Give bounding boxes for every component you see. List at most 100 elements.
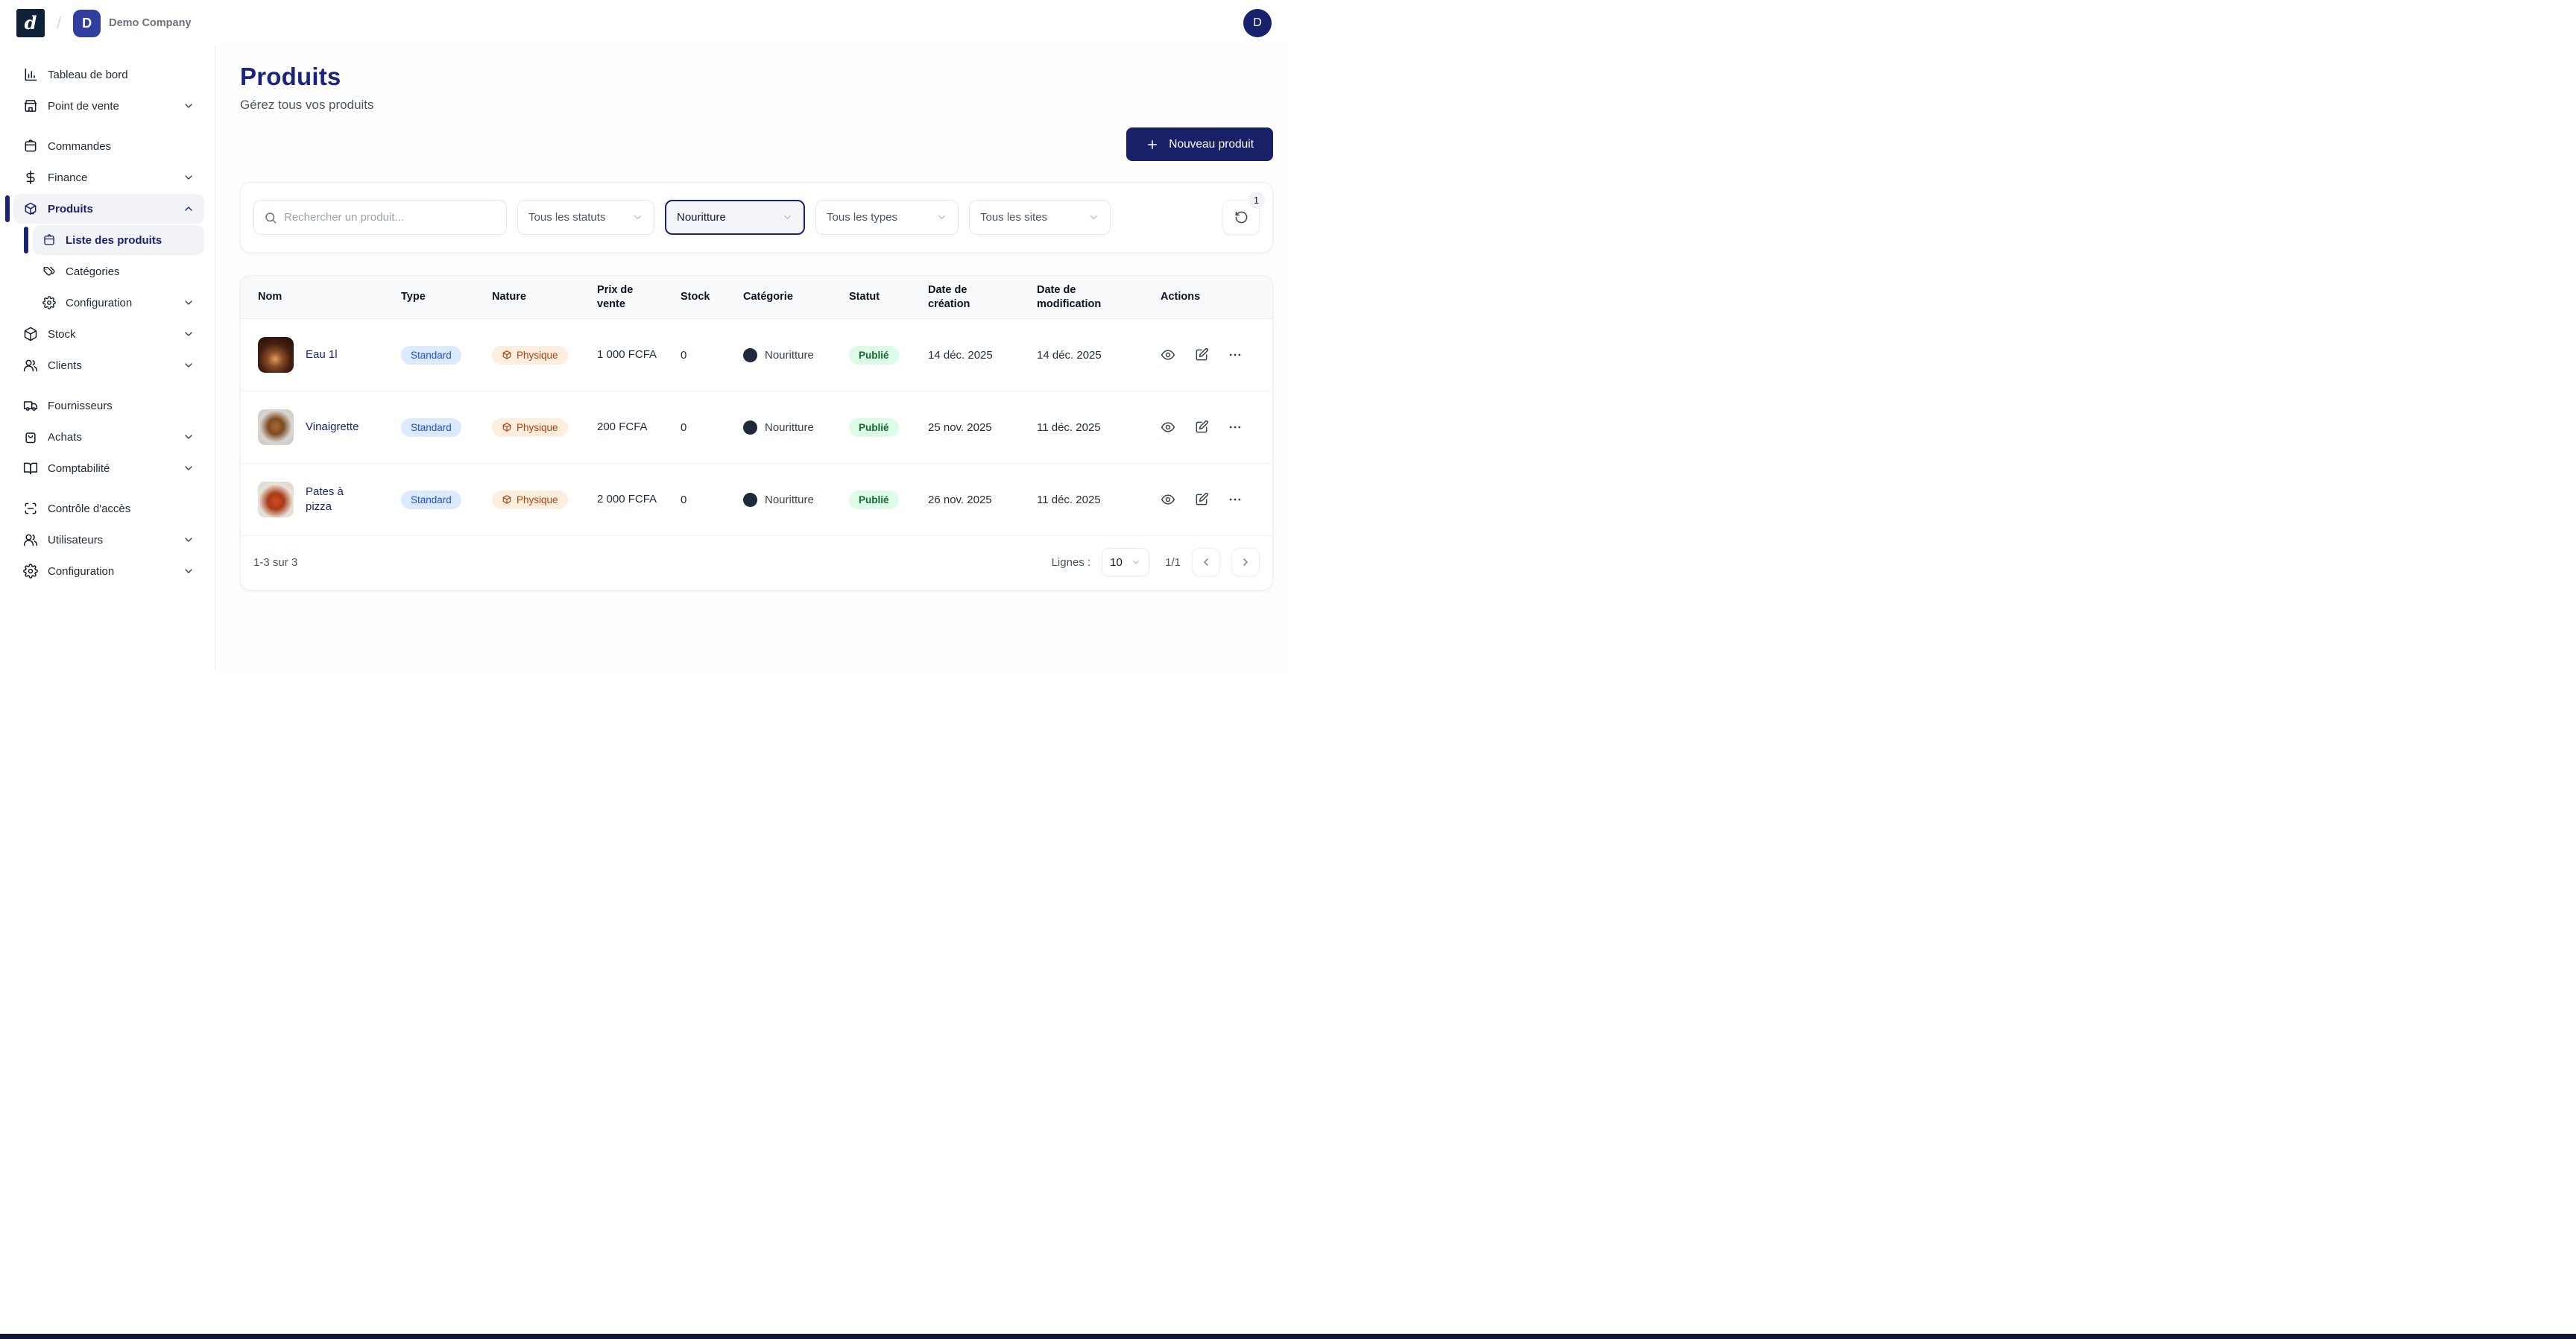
stock-value: 0 xyxy=(681,420,687,434)
sidebar-item-comptabilite[interactable]: Comptabilité xyxy=(13,453,204,483)
sidebar-item-liste-des-produits[interactable]: Liste des produits xyxy=(24,225,204,255)
product-image[interactable] xyxy=(258,409,294,445)
modified-date: 11 déc. 2025 xyxy=(1037,420,1101,434)
sidebar-item-stock[interactable]: Stock xyxy=(13,319,204,349)
type-filter-select[interactable]: Tous les types xyxy=(815,200,959,235)
sidebar-item-label: Configuration xyxy=(66,296,133,309)
product-image[interactable] xyxy=(258,482,294,517)
table-footer: 1-3 sur 3 Lignes : 10 1/1 xyxy=(241,536,1272,590)
sidebar-item-commandes[interactable]: Commandes xyxy=(13,131,204,161)
dollar-icon xyxy=(26,170,35,185)
sidebar-item-fournisseurs[interactable]: Fournisseurs xyxy=(13,391,204,420)
type-badge: Standard xyxy=(401,418,461,437)
column-header-nom: Nom xyxy=(258,291,282,303)
view-icon[interactable] xyxy=(1161,420,1175,435)
created-date: 26 nov. 2025 xyxy=(928,493,992,506)
product-name-link[interactable]: Eau 1l xyxy=(306,347,338,361)
sidebar-item-controle-dacces[interactable]: Contrôle d'accès xyxy=(13,494,204,523)
sidebar-item-label: Clients xyxy=(48,359,82,372)
column-header-date-modification: Date de modification xyxy=(1037,284,1102,310)
column-header-type: Type xyxy=(401,291,426,303)
edit-icon[interactable] xyxy=(1194,492,1209,507)
sidebar-item-clients[interactable]: Clients xyxy=(13,350,204,380)
gear-icon xyxy=(23,564,38,579)
user-avatar[interactable]: D xyxy=(1243,9,1272,37)
new-product-button[interactable]: Nouveau produit xyxy=(1126,127,1273,161)
orders-box-icon xyxy=(25,139,37,152)
sidebar-item-label: Point de vente xyxy=(48,99,119,113)
nature-badge: Physique xyxy=(492,490,568,509)
chevron-down-icon xyxy=(938,215,945,219)
breadcrumb-separator: / xyxy=(57,13,62,32)
sidebar-item-label: Configuration xyxy=(48,564,115,578)
more-actions-icon[interactable] xyxy=(1228,420,1243,435)
view-icon[interactable] xyxy=(1161,492,1175,507)
previous-page-button[interactable] xyxy=(1192,548,1220,576)
more-actions-icon[interactable] xyxy=(1228,347,1243,362)
chevron-down-icon xyxy=(185,466,192,470)
sidebar-item-configuration[interactable]: Configuration xyxy=(13,556,204,586)
stock-value: 0 xyxy=(681,348,687,362)
chevron-down-icon xyxy=(185,175,192,180)
column-header-stock: Stock xyxy=(681,291,710,303)
product-name-link[interactable]: Vinaigrette xyxy=(306,420,359,433)
sidebar-item-label: Catégories xyxy=(66,265,120,278)
company-name[interactable]: Demo Company xyxy=(109,17,192,29)
type-filter-value: Tous les types xyxy=(827,211,898,224)
chevron-down-icon xyxy=(185,332,192,336)
chevron-up-icon xyxy=(185,207,192,211)
category-color-dot xyxy=(743,420,757,435)
pagination-range: 1-3 sur 3 xyxy=(253,555,298,569)
category-filter-select[interactable]: Nouritture xyxy=(665,200,805,235)
price-value: 200 FCFA xyxy=(597,420,648,433)
price-value: 2 000 FCFA xyxy=(597,492,657,505)
product-name-link[interactable]: Pates à pizza xyxy=(306,485,344,513)
sidebar-item-produits[interactable]: Produits xyxy=(5,194,204,224)
edit-icon[interactable] xyxy=(1194,420,1209,435)
status-filter-select[interactable]: Tous les statuts xyxy=(517,200,654,235)
site-filter-select[interactable]: Tous les sites xyxy=(969,200,1111,235)
reset-filters-button[interactable] xyxy=(1222,200,1260,235)
sidebar-item-utilisateurs[interactable]: Utilisateurs xyxy=(13,525,204,555)
next-page-button[interactable] xyxy=(1231,548,1260,576)
app-logo[interactable]: d xyxy=(16,9,45,37)
tags-icon xyxy=(43,266,55,276)
column-header-statut: Statut xyxy=(849,291,880,303)
sidebar-item-point-de-vente[interactable]: Point de vente xyxy=(13,91,204,121)
gear-icon xyxy=(42,296,56,309)
shopping-bag-icon xyxy=(25,432,36,444)
category-value: Nouritture xyxy=(765,493,814,506)
rows-per-page-select[interactable]: 10 xyxy=(1102,548,1150,576)
edit-icon[interactable] xyxy=(1194,347,1209,362)
chevron-left-icon xyxy=(1204,558,1208,566)
search-input[interactable] xyxy=(284,211,496,224)
plus-icon xyxy=(1148,139,1158,149)
product-image[interactable] xyxy=(258,337,294,373)
user-avatar-letter: D xyxy=(1253,16,1262,29)
top-header: d / D Demo Company D xyxy=(0,0,1288,46)
modified-date: 14 déc. 2025 xyxy=(1037,348,1102,362)
sidebar-item-categories[interactable]: Catégories xyxy=(33,256,204,286)
nature-badge: Physique xyxy=(492,345,568,365)
nature-badge: Physique xyxy=(492,418,568,437)
users-icon xyxy=(23,359,38,372)
chevron-down-icon xyxy=(185,104,192,108)
status-badge: Publié xyxy=(849,418,899,437)
package-check-icon xyxy=(25,202,37,215)
sidebar-item-finance[interactable]: Finance xyxy=(13,163,204,192)
app-logo-letter: d xyxy=(24,12,37,34)
sidebar-item-label: Finance xyxy=(48,171,88,184)
chevron-down-icon xyxy=(784,215,791,219)
page-indicator: 1/1 xyxy=(1165,555,1181,569)
company-badge[interactable]: D xyxy=(73,9,101,37)
sidebar-item-achats[interactable]: Achats xyxy=(13,422,204,452)
view-icon[interactable] xyxy=(1161,347,1175,362)
modified-date: 11 déc. 2025 xyxy=(1037,493,1101,506)
category-color-dot xyxy=(743,347,757,362)
bottom-edge-bar xyxy=(0,1334,2576,1339)
sidebar-item-label: Achats xyxy=(48,430,82,444)
more-actions-icon[interactable] xyxy=(1228,492,1243,507)
column-header-nature: Nature xyxy=(492,291,526,303)
sidebar-item-tableau-de-bord[interactable]: Tableau de bord xyxy=(13,60,204,89)
sidebar-item-configuration-produits[interactable]: Configuration xyxy=(33,288,204,318)
